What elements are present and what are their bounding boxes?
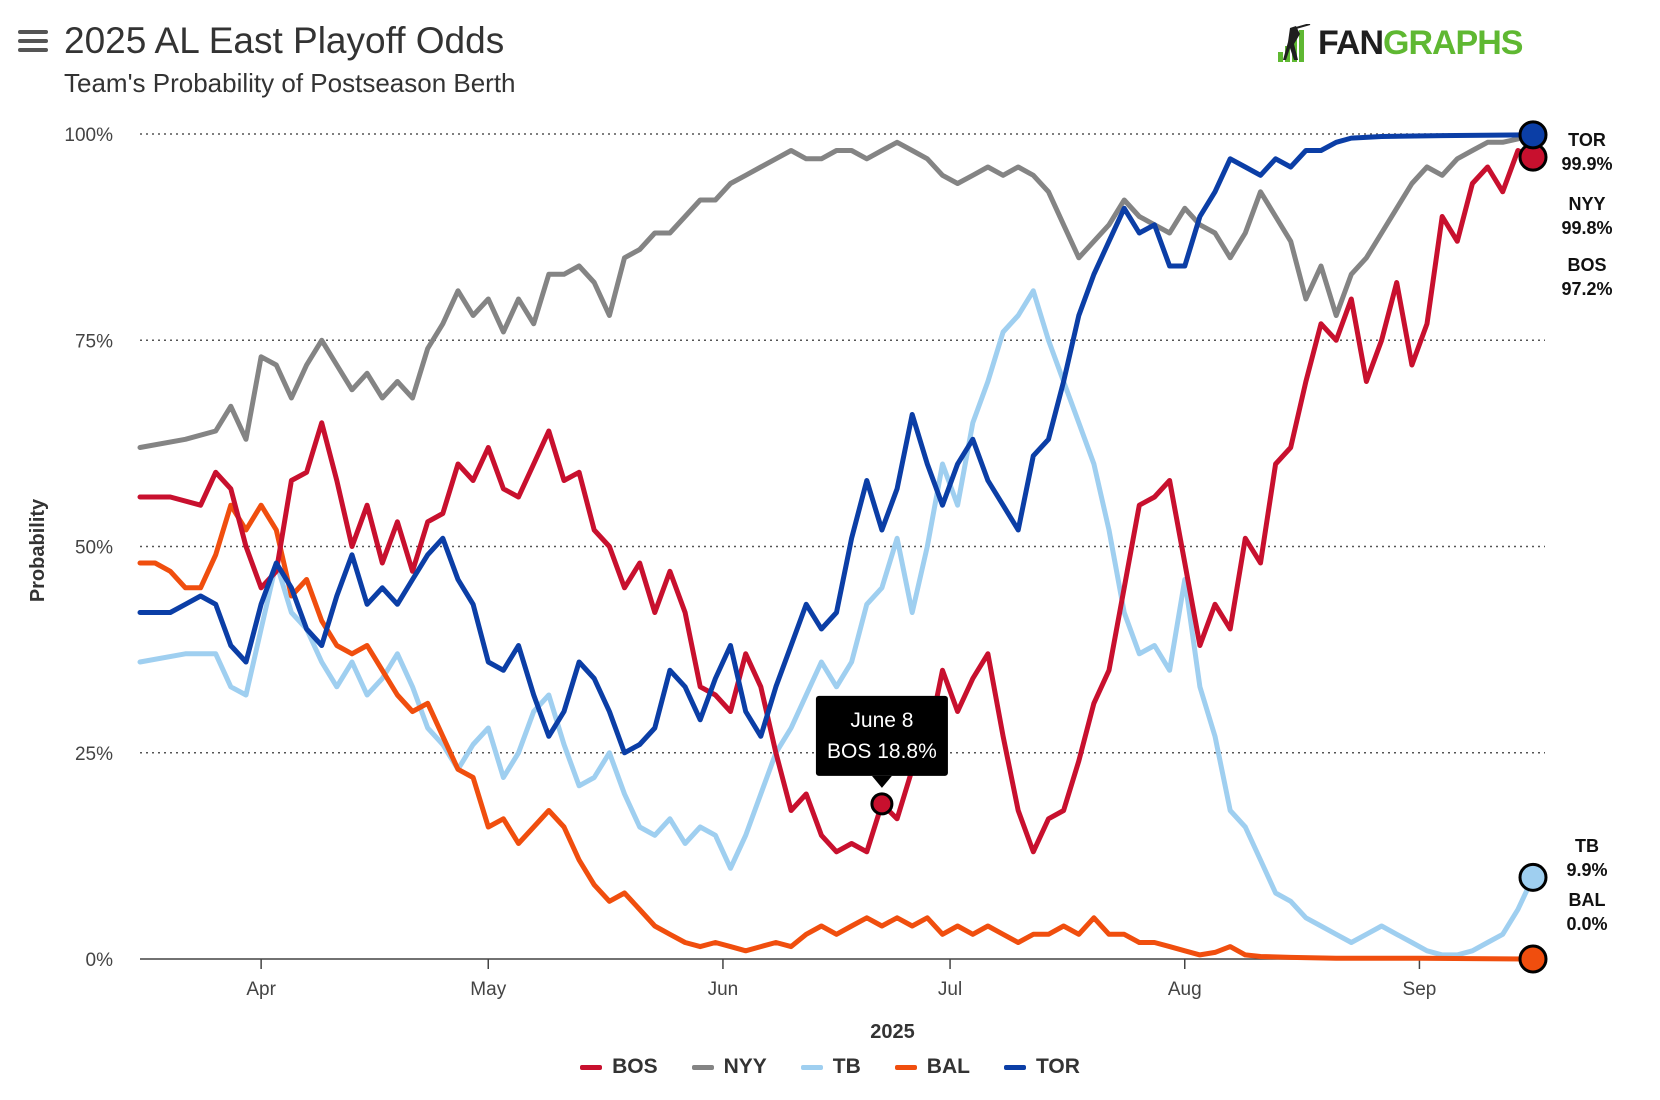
legend-item-tor[interactable]: TOR — [1003, 1055, 1080, 1079]
end-label-team: TOR — [1568, 130, 1606, 150]
tooltip-pointer — [871, 775, 892, 788]
legend-item-bal[interactable]: BAL — [894, 1055, 970, 1079]
legend-swatch — [580, 1064, 603, 1070]
hover-point — [870, 792, 894, 816]
logo-text-graphs: GRAPHS — [1383, 23, 1523, 62]
playoff-odds-chart: 0% 25% 50% 75% 100% Apr May Jun Jul Aug Sep 2025 Pro… — [27, 120, 1613, 1043]
legend-label: BAL — [926, 1055, 970, 1078]
y-tick-label: 25% — [75, 744, 113, 765]
end-label-team: TB — [1575, 836, 1599, 856]
legend-label: NYY — [723, 1055, 767, 1078]
batter-icon — [1278, 24, 1311, 62]
legend-swatch — [800, 1064, 823, 1070]
legend-swatch — [691, 1064, 714, 1070]
tooltip-box — [815, 695, 948, 776]
end-label-value: 99.9% — [1561, 154, 1612, 174]
end-marker-tb — [1518, 862, 1548, 892]
chart-legend: BOS NYY TB BAL TOR — [0, 1055, 1660, 1079]
series-line-bal — [137, 502, 1536, 962]
y-tick-label: 0% — [86, 950, 114, 971]
y-tick-label: 100% — [64, 125, 113, 146]
chart-title: 2025 AL East Playoff Odds — [64, 20, 505, 61]
y-tick-label: 50% — [75, 538, 113, 559]
x-tick-label: May — [470, 979, 506, 1000]
legend-label: BOS — [612, 1055, 658, 1078]
y-axis-title: Probability — [27, 498, 49, 602]
legend-label: TOR — [1035, 1055, 1080, 1078]
logo-text-fan: FAN — [1318, 23, 1384, 62]
end-label-team: BAL — [1569, 890, 1606, 910]
menu-icon[interactable] — [18, 30, 48, 52]
end-label-team: NYY — [1568, 194, 1605, 214]
end-label-value: 0.0% — [1566, 914, 1607, 934]
x-tick-label: Apr — [246, 979, 276, 1000]
legend-label: TB — [832, 1055, 861, 1078]
chart-subtitle: Team's Probability of Postseason Berth — [64, 68, 516, 98]
end-label-value: 97.2% — [1561, 279, 1612, 299]
legend-swatch — [1003, 1064, 1026, 1070]
x-tick-label: Sep — [1403, 979, 1437, 1000]
tooltip-date: June 8 — [850, 709, 913, 732]
series-line-tor — [137, 132, 1536, 756]
legend-item-nyy[interactable]: NYY — [691, 1055, 767, 1079]
x-axis-title: 2025 — [870, 1021, 915, 1043]
end-label-value: 9.9% — [1566, 860, 1607, 880]
x-tick-label: Jun — [708, 979, 739, 1000]
fangraphs-logo[interactable]: FAN GRAPHS — [1276, 22, 1523, 64]
end-marker-bal — [1518, 944, 1548, 974]
x-tick-label: Jul — [938, 979, 962, 1000]
end-label-value: 99.8% — [1561, 218, 1612, 238]
series-line-tb — [137, 288, 1536, 958]
y-tick-label: 75% — [75, 331, 113, 352]
legend-item-tb[interactable]: TB — [800, 1055, 861, 1079]
tooltip-value: BOS 18.8% — [827, 740, 937, 763]
legend-swatch — [894, 1064, 917, 1070]
end-label-team: BOS — [1567, 255, 1606, 275]
end-marker-tor — [1518, 120, 1548, 150]
series-line-nyy — [137, 133, 1536, 450]
x-tick-label: Aug — [1168, 979, 1202, 1000]
series-line-bos — [137, 148, 1536, 855]
legend-item-bos[interactable]: BOS — [580, 1055, 658, 1079]
